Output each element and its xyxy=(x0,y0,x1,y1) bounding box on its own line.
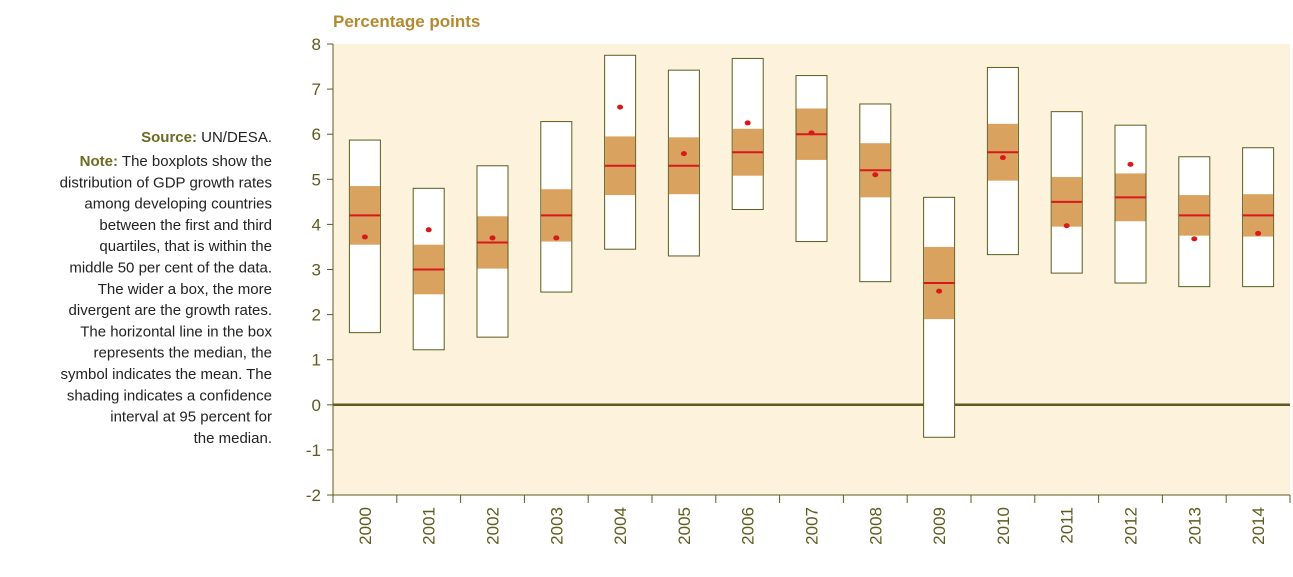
note-text: The wider a box, the more xyxy=(98,281,272,298)
y-tick-label: -1 xyxy=(306,441,321,460)
y-tick-label: 0 xyxy=(312,396,321,415)
y-tick-label: 2 xyxy=(312,306,321,325)
note-text: middle 50 per cent of the data. xyxy=(69,260,272,277)
y-tick-label: 6 xyxy=(312,125,321,144)
mean xyxy=(936,288,943,294)
source-text: UN/DESA. xyxy=(201,129,272,146)
note-text: shading indicates a confidence xyxy=(67,387,272,404)
note-line: symbol indicates the mean. The xyxy=(60,366,272,383)
y-tick-label: 7 xyxy=(312,80,321,99)
note-line: Note: The boxplots show the xyxy=(80,153,272,170)
mean xyxy=(553,235,560,241)
source-label: Source: xyxy=(141,129,197,146)
mean xyxy=(1191,236,1198,242)
mean xyxy=(361,234,368,240)
x-tick-label: 2010 xyxy=(994,507,1013,545)
mean xyxy=(744,120,751,126)
x-tick-label: 2008 xyxy=(866,507,885,545)
x-tick-label: 2012 xyxy=(1122,507,1141,545)
note-line: represents the median, the xyxy=(94,345,272,362)
note-line: between the first and third xyxy=(99,217,272,234)
y-tick-label: 8 xyxy=(312,35,321,54)
y-tick-label: -2 xyxy=(306,486,321,505)
y-tick-label: 1 xyxy=(312,351,321,370)
note-line: shading indicates a confidence xyxy=(67,387,272,404)
note-label: Note: xyxy=(80,153,118,170)
note-text: interval at 95 percent for xyxy=(110,409,272,426)
note-text: the median. xyxy=(194,430,272,447)
source: Source: UN/DESA. xyxy=(141,129,272,146)
note-line: distribution of GDP growth rates xyxy=(60,174,272,191)
note-line: The horizontal line in the box xyxy=(80,323,272,340)
mean xyxy=(1127,161,1134,167)
x-tick-label: 2006 xyxy=(739,507,758,545)
note-text: represents the median, the xyxy=(94,345,272,362)
y-tick-label: 5 xyxy=(312,170,321,189)
x-tick-label: 2002 xyxy=(484,507,503,545)
x-tick-label: 2001 xyxy=(420,507,439,545)
note-line: among developing countries xyxy=(84,196,272,213)
mean xyxy=(1063,223,1070,229)
mean xyxy=(999,155,1006,161)
note-line: middle 50 per cent of the data. xyxy=(69,260,272,277)
x-tick-label: 2003 xyxy=(547,507,566,545)
note-text: distribution of GDP growth rates xyxy=(60,174,272,191)
x-tick-label: 2011 xyxy=(1058,507,1077,544)
x-tick-label: 2004 xyxy=(611,507,630,545)
note-line: interval at 95 percent for xyxy=(110,409,272,426)
mean xyxy=(425,227,432,233)
note-text: among developing countries xyxy=(84,196,272,213)
note-text: symbol indicates the mean. The xyxy=(60,366,272,383)
note-line: divergent are the growth rates. xyxy=(69,302,272,319)
x-tick-label: 2005 xyxy=(675,507,694,545)
mean xyxy=(872,172,879,178)
mean xyxy=(489,235,496,241)
mean xyxy=(617,104,624,110)
x-tick-label: 2007 xyxy=(803,507,822,545)
x-tick-label: 2014 xyxy=(1249,507,1268,545)
mean xyxy=(680,151,687,157)
x-tick-label: 2000 xyxy=(356,507,375,545)
note-text: quartiles, that is within the xyxy=(99,238,272,255)
mean xyxy=(808,130,815,136)
y-tick-label: 3 xyxy=(312,261,321,280)
note-line: quartiles, that is within the xyxy=(99,238,272,255)
note-text: The boxplots show the xyxy=(122,153,272,170)
y-tick-label: 4 xyxy=(312,215,321,234)
mean xyxy=(1255,230,1262,236)
axis-title: Percentage points xyxy=(333,12,480,31)
note-line: the median. xyxy=(194,430,272,447)
note-text: divergent are the growth rates. xyxy=(69,302,272,319)
x-tick-label: 2009 xyxy=(930,507,949,545)
note-text: between the first and third xyxy=(99,217,272,234)
x-tick-label: 2013 xyxy=(1185,507,1204,545)
note-text: The horizontal line in the box xyxy=(80,323,272,340)
note-line: The wider a box, the more xyxy=(98,281,272,298)
